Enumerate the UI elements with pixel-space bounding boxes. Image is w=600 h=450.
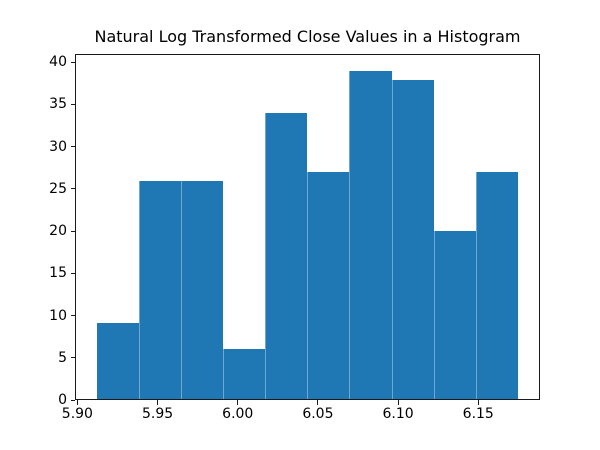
y-tick-mark [70, 146, 75, 148]
x-tick-mark [477, 400, 479, 405]
y-axis-tick-label: 35 [49, 96, 67, 113]
x-tick-mark [317, 400, 319, 405]
x-tick-mark [76, 400, 78, 405]
x-axis-tick-label: 6.10 [382, 406, 414, 422]
histogram-bar [138, 180, 182, 399]
plot-area [75, 54, 540, 400]
histogram-bar [307, 172, 350, 399]
y-axis-tick-label: 40 [49, 54, 67, 71]
x-tick-mark [157, 400, 159, 405]
histogram-bar [475, 172, 518, 399]
x-tick-mark [237, 400, 239, 405]
histogram-bar [391, 79, 434, 399]
y-axis-tick-label: 5 [58, 349, 67, 366]
y-axis-tick-label: 20 [49, 223, 67, 239]
histogram-bar [181, 180, 224, 399]
chart-title: Natural Log Transformed Close Values in … [94, 27, 521, 46]
y-tick-mark [70, 103, 75, 105]
y-tick-mark [70, 61, 75, 63]
histogram-bar [349, 71, 392, 399]
y-tick-mark [70, 230, 75, 232]
x-axis-tick-label: 6.15 [462, 406, 494, 422]
y-tick-mark [70, 188, 75, 190]
x-axis-tick-label: 5.95 [141, 406, 174, 422]
y-tick-mark [70, 315, 75, 316]
x-axis-tick-label: 5.90 [61, 406, 93, 422]
y-axis-tick-label: 15 [49, 265, 67, 282]
histogram-bar [223, 348, 266, 399]
y-tick-mark [70, 399, 75, 401]
y-tick-mark [70, 357, 75, 359]
y-axis-tick-label: 30 [49, 138, 67, 155]
bars-container [76, 55, 539, 399]
y-tick-mark [70, 272, 75, 274]
x-axis-tick-label: 6.05 [302, 406, 334, 422]
histogram-bar [265, 113, 308, 399]
y-axis-tick-label: 25 [49, 180, 67, 197]
x-axis-tick-label: 6.00 [222, 406, 254, 422]
histogram-bar [96, 323, 139, 399]
y-axis-tick-label: 0 [58, 392, 67, 408]
x-tick-mark [397, 400, 399, 405]
y-axis-tick-label: 10 [49, 307, 67, 324]
histogram-bar [433, 231, 476, 399]
